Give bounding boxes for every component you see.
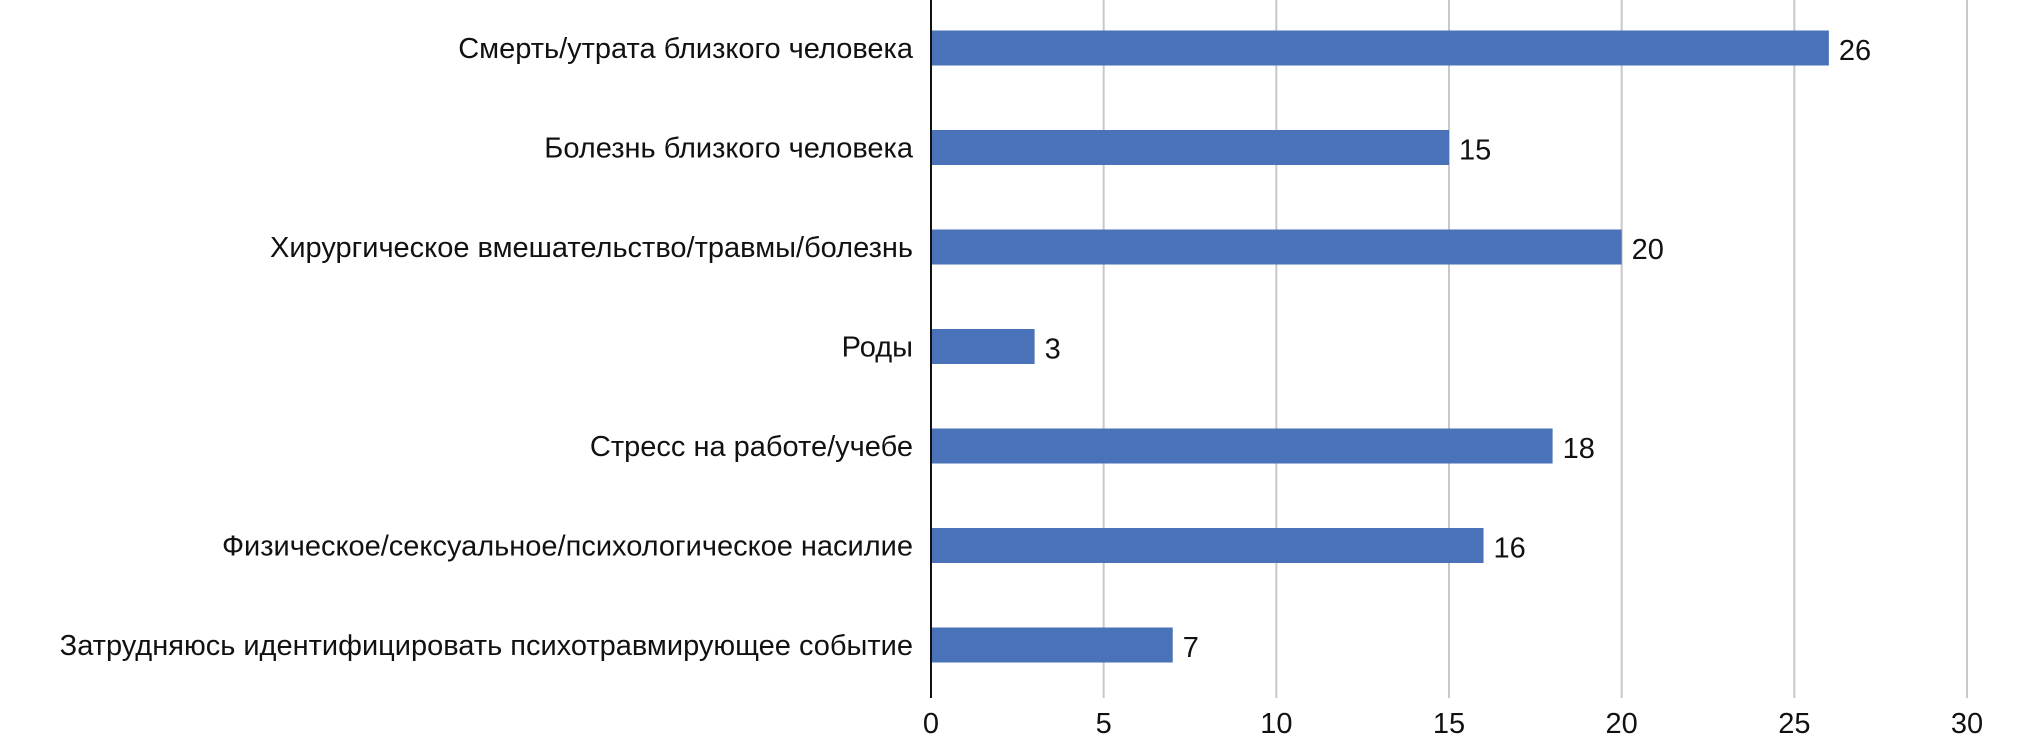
category-label: Роды xyxy=(842,332,913,364)
x-tick-label: 5 xyxy=(1096,708,1112,739)
data-label: 18 xyxy=(1563,433,1595,465)
bar xyxy=(931,528,1484,563)
bar xyxy=(931,329,1035,364)
category-label: Стресс на работе/учебе xyxy=(590,431,913,463)
category-label: Хирургическое вмешательство/травмы/болез… xyxy=(270,232,913,264)
category-label: Физическое/сексуальное/психологическое н… xyxy=(222,531,913,563)
bar xyxy=(931,428,1553,464)
bar xyxy=(931,229,1622,265)
x-tick-label: 30 xyxy=(1951,708,1983,739)
data-label: 3 xyxy=(1045,334,1061,366)
data-labels: 26 15 20 3 18 16 7 xyxy=(1045,35,1872,664)
x-tick-labels: 0 5 10 15 20 25 30 xyxy=(923,708,1983,739)
x-tick-label: 10 xyxy=(1260,708,1292,739)
data-label: 7 xyxy=(1183,632,1199,664)
data-label: 20 xyxy=(1632,234,1664,266)
category-label: Затрудняюсь идентифицировать психотравми… xyxy=(60,630,913,662)
bar xyxy=(931,30,1829,66)
data-label: 26 xyxy=(1839,35,1871,67)
x-tick-label: 25 xyxy=(1778,708,1810,739)
bars xyxy=(931,30,1829,663)
x-tick-label: 15 xyxy=(1433,708,1465,739)
category-label: Смерть/утрата близкого человека xyxy=(458,33,914,65)
gridlines xyxy=(1102,0,1968,698)
category-label: Болезнь близкого человека xyxy=(544,133,914,165)
category-labels: Смерть/утрата близкого человека Болезнь б… xyxy=(60,33,914,662)
x-tick-label: 20 xyxy=(1606,708,1638,739)
x-tick-label: 0 xyxy=(923,708,939,739)
bar xyxy=(931,627,1173,663)
data-label: 15 xyxy=(1459,135,1491,167)
data-label: 16 xyxy=(1494,533,1526,565)
bar xyxy=(931,130,1449,165)
